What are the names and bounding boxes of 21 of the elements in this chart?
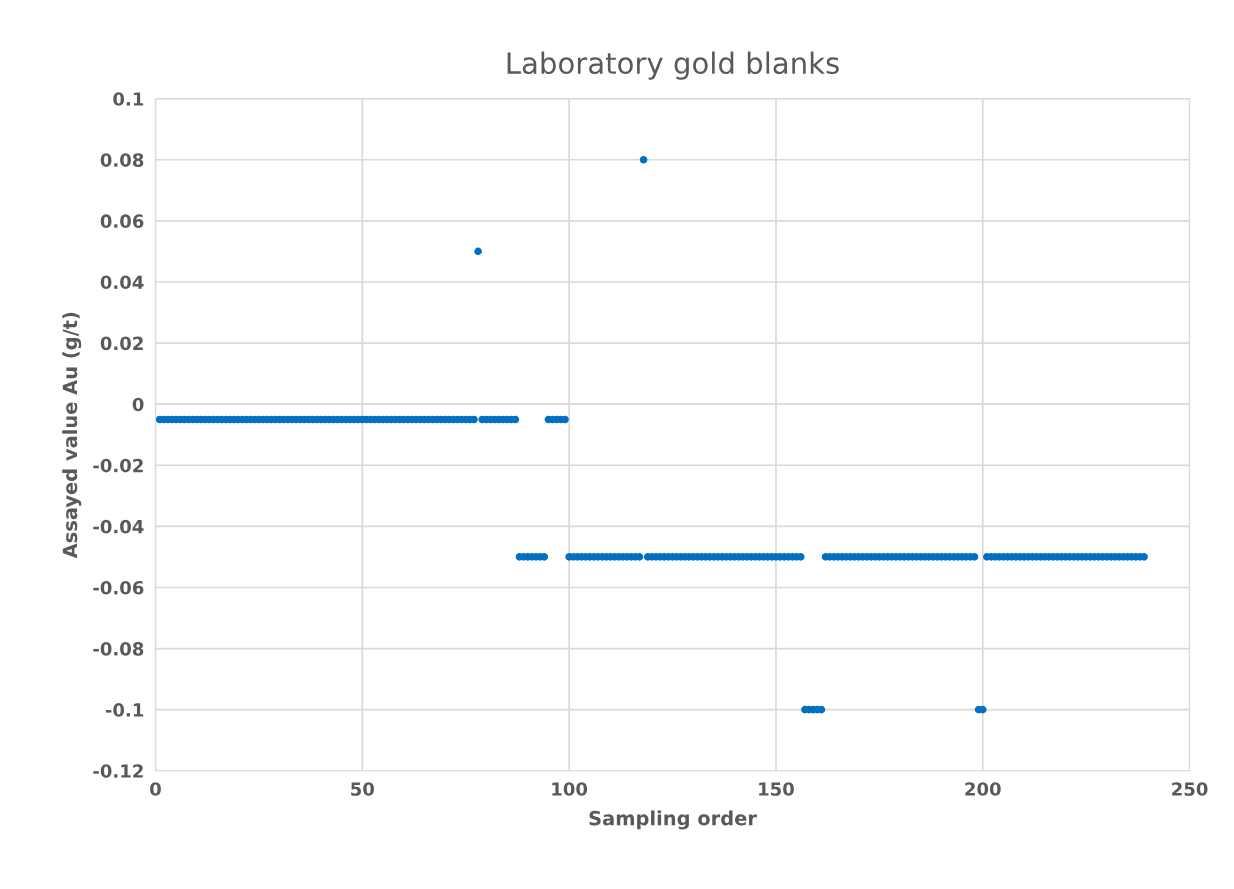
x-tick-label: 150 (759, 782, 794, 796)
y-tick-label: 0.1 (113, 92, 144, 106)
x-tick-label: 200 (965, 782, 1001, 796)
y-tick-label: 0 (132, 397, 144, 412)
x-axis-title: Sampling order (589, 810, 757, 830)
y-tick-label: 0.02 (100, 336, 143, 351)
x-tick-label: 50 (351, 782, 374, 796)
y-tick-label: -0.06 (93, 580, 144, 595)
y-tick-label: 0.06 (100, 214, 144, 228)
y-tick-label: -0.12 (93, 764, 143, 778)
y-tick-label: 0.04 (100, 275, 144, 290)
x-tick-label: 0 (150, 782, 161, 796)
y-tick-label: -0.02 (93, 458, 143, 473)
y-tick-label: -0.1 (105, 703, 144, 717)
y-axis-title: Assayed value Au (g/t) (62, 312, 82, 559)
x-tick-label: 250 (1172, 782, 1208, 796)
chart-title: Laboratory gold blanks (507, 51, 839, 80)
y-tick-label: -0.08 (93, 642, 144, 656)
y-tick-label: 0.08 (100, 153, 144, 167)
y-tick-label: -0.04 (93, 519, 144, 534)
x-tick-label: 100 (552, 782, 588, 796)
